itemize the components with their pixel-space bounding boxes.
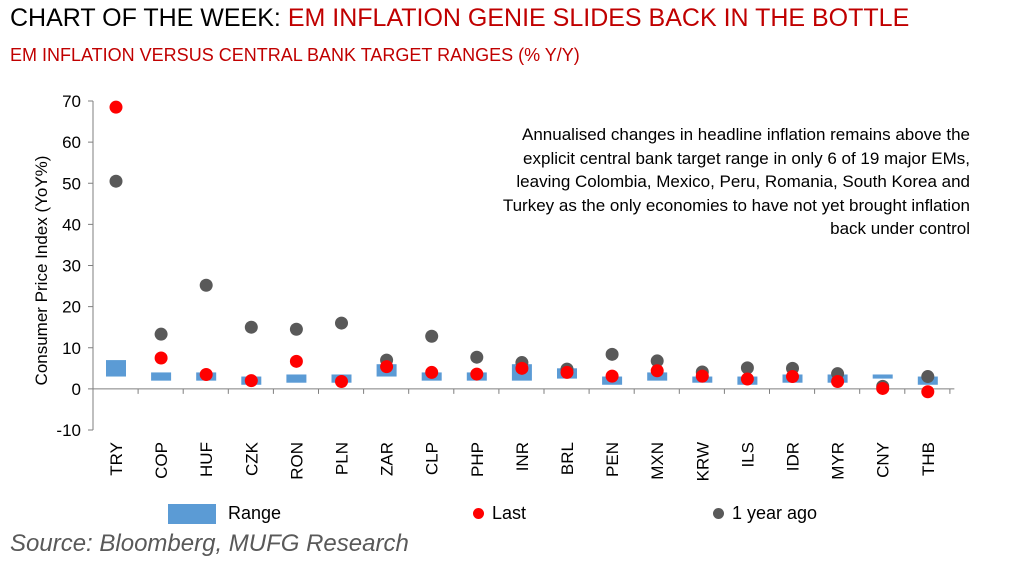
range-bar bbox=[106, 360, 126, 377]
year-ago-point bbox=[921, 370, 935, 384]
year-ago-point bbox=[335, 316, 348, 330]
y-tick-label: 60 bbox=[62, 133, 81, 152]
x-category-label: HUF bbox=[197, 442, 216, 477]
year-ago-point bbox=[199, 278, 213, 292]
source-note: Source: Bloomberg, MUFG Research bbox=[10, 530, 409, 557]
x-category-label: PLN bbox=[333, 442, 352, 475]
last-point bbox=[605, 369, 619, 383]
year-ago-point bbox=[154, 327, 168, 341]
last-point bbox=[470, 367, 484, 381]
chart-subtitle: EM INFLATION VERSUS CENTRAL BANK TARGET … bbox=[10, 45, 580, 65]
x-category-label: MYR bbox=[829, 442, 848, 480]
legend-item-year-ago: 1 year ago bbox=[713, 503, 817, 524]
chart-title: CHART OF THE WEEK: EM INFLATION GENIE SL… bbox=[10, 4, 909, 33]
year-ago-point bbox=[244, 320, 258, 334]
x-category-label: ILS bbox=[738, 442, 757, 468]
range-bar bbox=[151, 372, 172, 381]
last-point bbox=[650, 364, 664, 378]
x-category-label: RON bbox=[287, 442, 306, 480]
last-point bbox=[786, 370, 799, 384]
x-category-label: KRW bbox=[693, 442, 712, 481]
year-ago-point bbox=[650, 354, 664, 368]
legend-item-last: Last bbox=[473, 503, 526, 524]
legend-label-range: Range bbox=[228, 503, 282, 523]
year-ago-point bbox=[425, 329, 439, 343]
year-ago-point bbox=[470, 350, 484, 364]
last-point bbox=[154, 351, 168, 365]
x-category-label: COP bbox=[152, 442, 171, 479]
x-category-label: INR bbox=[513, 442, 532, 471]
y-tick-label: 70 bbox=[62, 92, 81, 111]
y-axis-title: Consumer Price Index (YoY%) bbox=[32, 156, 51, 386]
last-point bbox=[876, 381, 890, 395]
year-ago-point bbox=[605, 347, 619, 361]
legend-label-last: Last bbox=[492, 503, 527, 523]
last-point bbox=[425, 365, 439, 379]
legend-swatch-range bbox=[168, 503, 216, 524]
x-category-label: IDR bbox=[784, 442, 803, 471]
x-category-label: PHP bbox=[468, 442, 487, 477]
last-point bbox=[244, 374, 258, 388]
last-point bbox=[560, 365, 574, 379]
legend-swatch-last bbox=[473, 508, 484, 519]
legend-swatch-year-ago bbox=[713, 508, 724, 519]
year-ago-point bbox=[289, 322, 303, 336]
legend-item-range: Range bbox=[168, 503, 281, 524]
chart-title-prefix: CHART OF THE WEEK: bbox=[10, 4, 281, 32]
x-category-label: THB bbox=[919, 442, 938, 476]
range-bar bbox=[286, 374, 307, 383]
y-tick-label: 30 bbox=[62, 257, 81, 276]
last-point bbox=[380, 360, 394, 374]
year-ago-point bbox=[740, 361, 754, 375]
y-tick-label: 0 bbox=[72, 380, 81, 399]
last-point bbox=[109, 100, 123, 114]
range-bar bbox=[872, 374, 893, 379]
x-category-label: CZK bbox=[242, 441, 261, 476]
chart-title-accent: EM INFLATION GENIE SLIDES BACK IN THE BO… bbox=[287, 4, 910, 32]
last-point bbox=[335, 374, 348, 388]
last-point bbox=[831, 374, 845, 388]
y-tick-label: 10 bbox=[62, 339, 81, 358]
last-point bbox=[289, 354, 303, 368]
last-point bbox=[515, 361, 529, 375]
last-point bbox=[740, 372, 754, 386]
x-category-label: CNY bbox=[874, 442, 893, 478]
chart-annotation: Annualised changes in headline inflation… bbox=[502, 125, 970, 238]
y-tick-label: -10 bbox=[56, 421, 81, 440]
last-point bbox=[921, 385, 935, 399]
y-tick-label: 40 bbox=[62, 215, 81, 234]
x-category-label: ZAR bbox=[378, 442, 397, 476]
x-category-label: CLP bbox=[423, 442, 442, 475]
x-category-label: BRL bbox=[558, 442, 577, 475]
x-category-label: MXN bbox=[648, 442, 667, 480]
last-point bbox=[199, 367, 213, 381]
legend-label-year-ago: 1 year ago bbox=[732, 503, 818, 523]
x-category-label: TRY bbox=[107, 442, 126, 476]
year-ago-point bbox=[109, 174, 123, 188]
y-tick-label: 50 bbox=[62, 174, 81, 193]
last-point bbox=[695, 369, 709, 383]
y-tick-label: 20 bbox=[62, 298, 81, 317]
x-category-label: PEN bbox=[603, 442, 622, 477]
